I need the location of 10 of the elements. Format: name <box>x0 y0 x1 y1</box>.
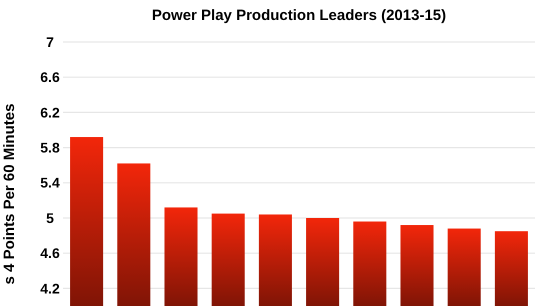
y-tick-label: 6.6 <box>40 69 60 86</box>
chart-title: Power Play Production Leaders (2013-15) <box>152 7 446 24</box>
y-axis-title: s 4 Points Per 60 Minutes <box>1 104 18 284</box>
y-tick-label: 4.6 <box>40 245 60 262</box>
y-tick-label: 4.2 <box>40 280 60 296</box>
y-tick-label: 5.8 <box>40 140 60 156</box>
y-tick-label: 5 <box>46 210 54 226</box>
y-tick-label: 5.4 <box>40 174 60 191</box>
y-tick-label: 7 <box>46 34 54 50</box>
y-tick-label: 6.2 <box>40 104 60 120</box>
